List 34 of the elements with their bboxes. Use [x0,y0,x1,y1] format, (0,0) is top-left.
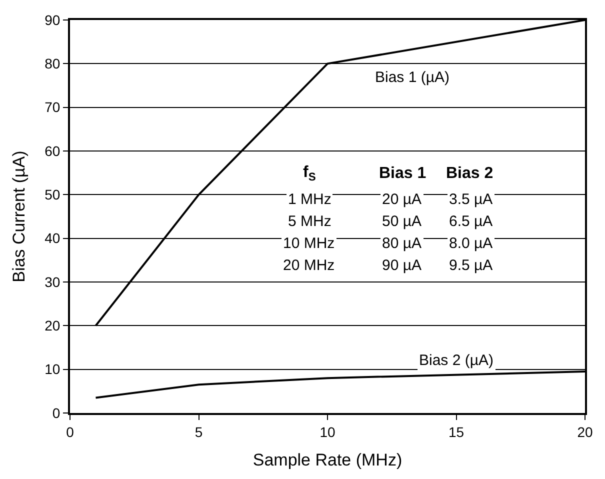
series-label: Bias 1 (µA) [375,69,450,86]
x-axis-title: Sample Rate (MHz) [252,450,402,470]
y-tick-label: 20 [44,318,60,334]
x-tick-label: 10 [320,424,336,440]
y-tick-label: 50 [44,186,60,203]
annotation: Bias 1 [379,165,426,182]
y-axis-title: Bias Current (µA) [10,150,29,282]
y-tick-label: 30 [44,274,60,290]
y-tick-label: 90 [44,12,60,28]
y-tick-label: 60 [44,142,60,159]
annotation: 50 µA [382,213,422,230]
annotation: 9.5 µA [449,257,493,274]
x-tick-label: 20 [577,424,593,440]
annotation: 90 µA [382,257,422,274]
y-tick-label: 10 [44,361,60,378]
x-tick-label: 15 [448,424,464,440]
annotation: 5 MHz [288,213,332,230]
annotation: f$_{S}$ [303,164,316,184]
x-tick-label: 5 [194,424,203,440]
annotation: 20 MHz [283,257,335,274]
series-label: Bias 2 (µA) [419,352,494,369]
annotation: 80 µA [382,235,422,252]
annotation: 8.0 µA [449,235,493,252]
x-tick-label: 0 [66,424,74,440]
annotation: 1 MHz [288,191,332,208]
annotation: Bias 2 [446,165,494,182]
y-tick-label: 80 [44,56,60,72]
annotation: 3.5 µA [449,191,493,208]
annotation: 20 µA [382,191,422,208]
y-tick-label: 0 [52,404,60,421]
annotation: 6.5 µA [449,213,493,230]
y-tick-label: 70 [44,99,60,116]
y-tick-label: 40 [44,230,60,246]
annotation: 10 MHz [283,235,335,252]
